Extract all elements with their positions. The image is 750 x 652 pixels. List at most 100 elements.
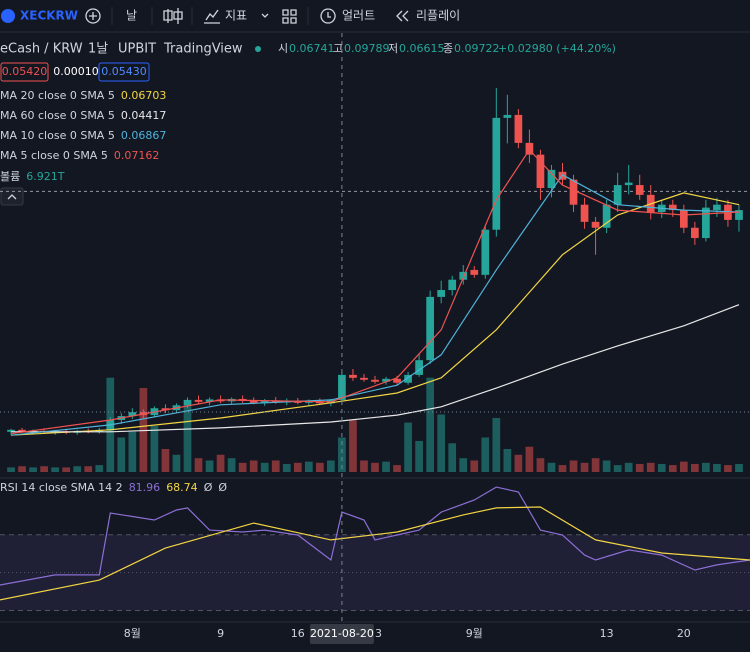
legend-source: TradingView xyxy=(163,42,243,57)
candle-body xyxy=(470,269,479,275)
candle-body xyxy=(205,399,214,402)
low-value: 0.06615 xyxy=(399,42,445,55)
candle-body xyxy=(668,204,677,211)
ma-legend-value: 0.04417 xyxy=(121,109,167,122)
ma-legend-value: 0.06867 xyxy=(121,129,167,142)
volume-bar xyxy=(338,437,346,472)
toolbar: XECKRW 날 지표 얼러트 리플레이 xyxy=(0,7,750,33)
volume-bar xyxy=(238,462,247,472)
legend-interval: 1날 xyxy=(88,42,108,57)
volume-bar xyxy=(95,465,104,472)
x-tick-label: 9월 xyxy=(466,627,483,640)
volume-bar xyxy=(84,466,93,472)
market-status xyxy=(255,46,261,52)
volume-bar xyxy=(260,462,269,472)
ask-box xyxy=(98,62,150,82)
volume-bar xyxy=(249,460,258,472)
alert-button[interactable]: 얼러트 xyxy=(342,9,375,23)
volume-bar xyxy=(393,465,401,472)
collapse-icon xyxy=(7,194,17,200)
ma-legend-name: MA 10 close 0 SMA 5 xyxy=(0,129,115,142)
x-tick-label: 13 xyxy=(600,627,614,640)
volume-bar xyxy=(470,460,479,472)
volume-bar xyxy=(547,462,556,472)
candle-body xyxy=(514,114,523,143)
volume-legend-name: 볼륨 xyxy=(0,170,20,183)
open-value: 0.06741 xyxy=(289,42,335,55)
volume-bar xyxy=(702,462,710,472)
candle-body xyxy=(7,429,15,432)
candle-body xyxy=(525,142,534,155)
volume-bar xyxy=(227,458,236,472)
rsi-line xyxy=(0,506,750,601)
candle-body xyxy=(382,378,390,382)
symbol[interactable]: XECKRW xyxy=(20,9,78,23)
candle-body xyxy=(580,204,589,222)
low-label: 저 xyxy=(388,42,398,55)
volume-bar xyxy=(437,414,446,472)
volume-bar xyxy=(304,461,313,472)
interval-button[interactable]: 날 xyxy=(126,9,137,23)
candle-body xyxy=(602,204,611,228)
candle-body xyxy=(426,296,434,361)
candle-body xyxy=(304,401,313,403)
volume-bar xyxy=(635,463,644,472)
volume-bar xyxy=(503,449,512,472)
moving-average-line xyxy=(10,148,740,435)
rsi-pane: RSI 14 close SMA 14 2 81.96 68.74 Ø Ø xyxy=(0,481,750,612)
volume-bar xyxy=(7,467,15,472)
volume-bar xyxy=(117,437,126,472)
x-tick-label: 16 xyxy=(291,627,305,640)
volume-bar xyxy=(580,462,589,472)
replay-button[interactable]: 리플레이 xyxy=(416,9,460,23)
volume-bar xyxy=(426,377,434,472)
layout-icon[interactable] xyxy=(282,9,297,24)
high-label: 고 xyxy=(333,42,343,55)
candle-body xyxy=(691,227,699,239)
volume-bar xyxy=(327,460,335,472)
volume-bar xyxy=(194,458,203,472)
candle-body xyxy=(260,400,269,403)
indicators-button[interactable]: 지표 xyxy=(225,9,247,23)
candle-body xyxy=(18,429,26,432)
volume-bar xyxy=(183,405,192,472)
candle-body xyxy=(702,207,710,239)
bid: 0.05420 xyxy=(2,65,48,78)
x-tick-label: 8월 xyxy=(124,627,141,640)
volume-bar xyxy=(448,443,457,472)
chart-type-icon[interactable] xyxy=(163,8,183,24)
volume-bar xyxy=(415,440,423,472)
volume-bar xyxy=(492,417,501,472)
candle-body xyxy=(481,229,490,275)
ma-legend-name: MA 60 close 0 SMA 5 xyxy=(0,109,115,122)
candle-body xyxy=(128,412,137,417)
collapse-button[interactable] xyxy=(0,187,24,206)
volume-bar xyxy=(657,463,666,472)
candle-body xyxy=(569,179,578,205)
volume-bar xyxy=(293,462,302,472)
add-symbol-icon[interactable] xyxy=(85,8,101,24)
candle-body xyxy=(624,182,633,186)
close-label: 종 xyxy=(443,42,453,55)
candle-body xyxy=(349,374,357,378)
ma-legend-name: MA 20 close 0 SMA 5 xyxy=(0,89,115,102)
spread: 0.00010 xyxy=(53,65,99,78)
volume-bar xyxy=(569,460,578,472)
volume-bar xyxy=(602,460,611,472)
moving-average-line xyxy=(10,174,740,436)
volume-bar xyxy=(40,466,48,472)
volume-bar xyxy=(536,458,545,472)
crosshair-label-box xyxy=(309,624,374,644)
volume-bar xyxy=(382,461,390,472)
open-label: 시 xyxy=(278,42,288,55)
replay-icon xyxy=(396,10,409,22)
high-value: 0.09789 xyxy=(344,42,390,55)
add-symbol-plus xyxy=(89,12,97,20)
volume-bar xyxy=(691,463,699,472)
dropdown-caret[interactable] xyxy=(261,13,269,18)
candle-body xyxy=(161,408,170,411)
volume-bar xyxy=(624,462,633,472)
candle-body xyxy=(613,185,622,205)
